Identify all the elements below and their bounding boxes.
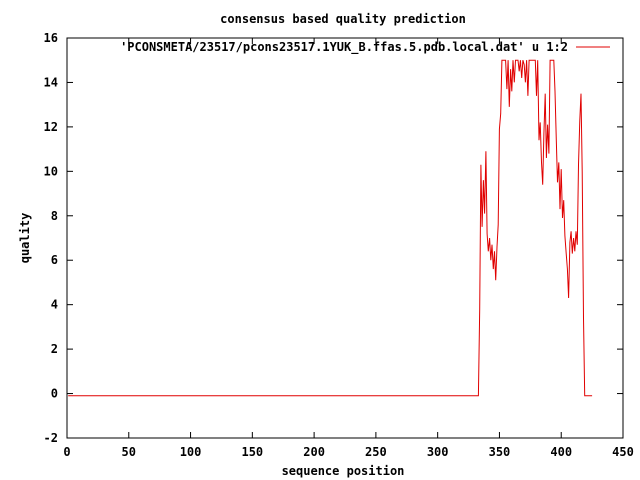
y-tick-label: 4 [51,298,58,312]
y-tick-label: 10 [44,164,58,178]
x-tick-label: 250 [365,445,387,459]
x-tick-label: 150 [241,445,263,459]
y-tick-label: 0 [51,387,58,401]
y-axis: -2 0 2 4 6 8 10 12 14 16 [44,31,623,445]
x-tick-label: 200 [303,445,325,459]
y-tick-label: 6 [51,253,58,267]
y-axis-label: quality [18,213,32,264]
x-tick-label: 0 [63,445,70,459]
y-tick-label: 2 [51,342,58,356]
y-tick-label: 16 [44,31,58,45]
plot-frame [66,37,624,439]
x-tick-label: 300 [427,445,449,459]
x-tick-label: 100 [180,445,202,459]
x-tick-label: 350 [489,445,511,459]
y-tick-label: 8 [51,209,58,223]
y-tick-label: 14 [44,75,58,89]
x-tick-label: 50 [122,445,136,459]
legend-entry-label: 'PCONSMETA/23517/pcons23517.1YUK_B.ffas.… [120,40,568,55]
y-tick-label: -2 [44,431,58,445]
x-axis-label: sequence position [282,464,405,478]
x-tick-label: 450 [612,445,634,459]
legend: 'PCONSMETA/23517/pcons23517.1YUK_B.ffas.… [120,40,610,55]
x-axis: 0 50 100 150 200 250 300 350 400 450 [63,38,634,459]
y-tick-label: 12 [44,120,58,134]
chart-title: consensus based quality prediction [220,12,466,26]
series-line [68,59,593,397]
x-tick-label: 400 [550,445,572,459]
